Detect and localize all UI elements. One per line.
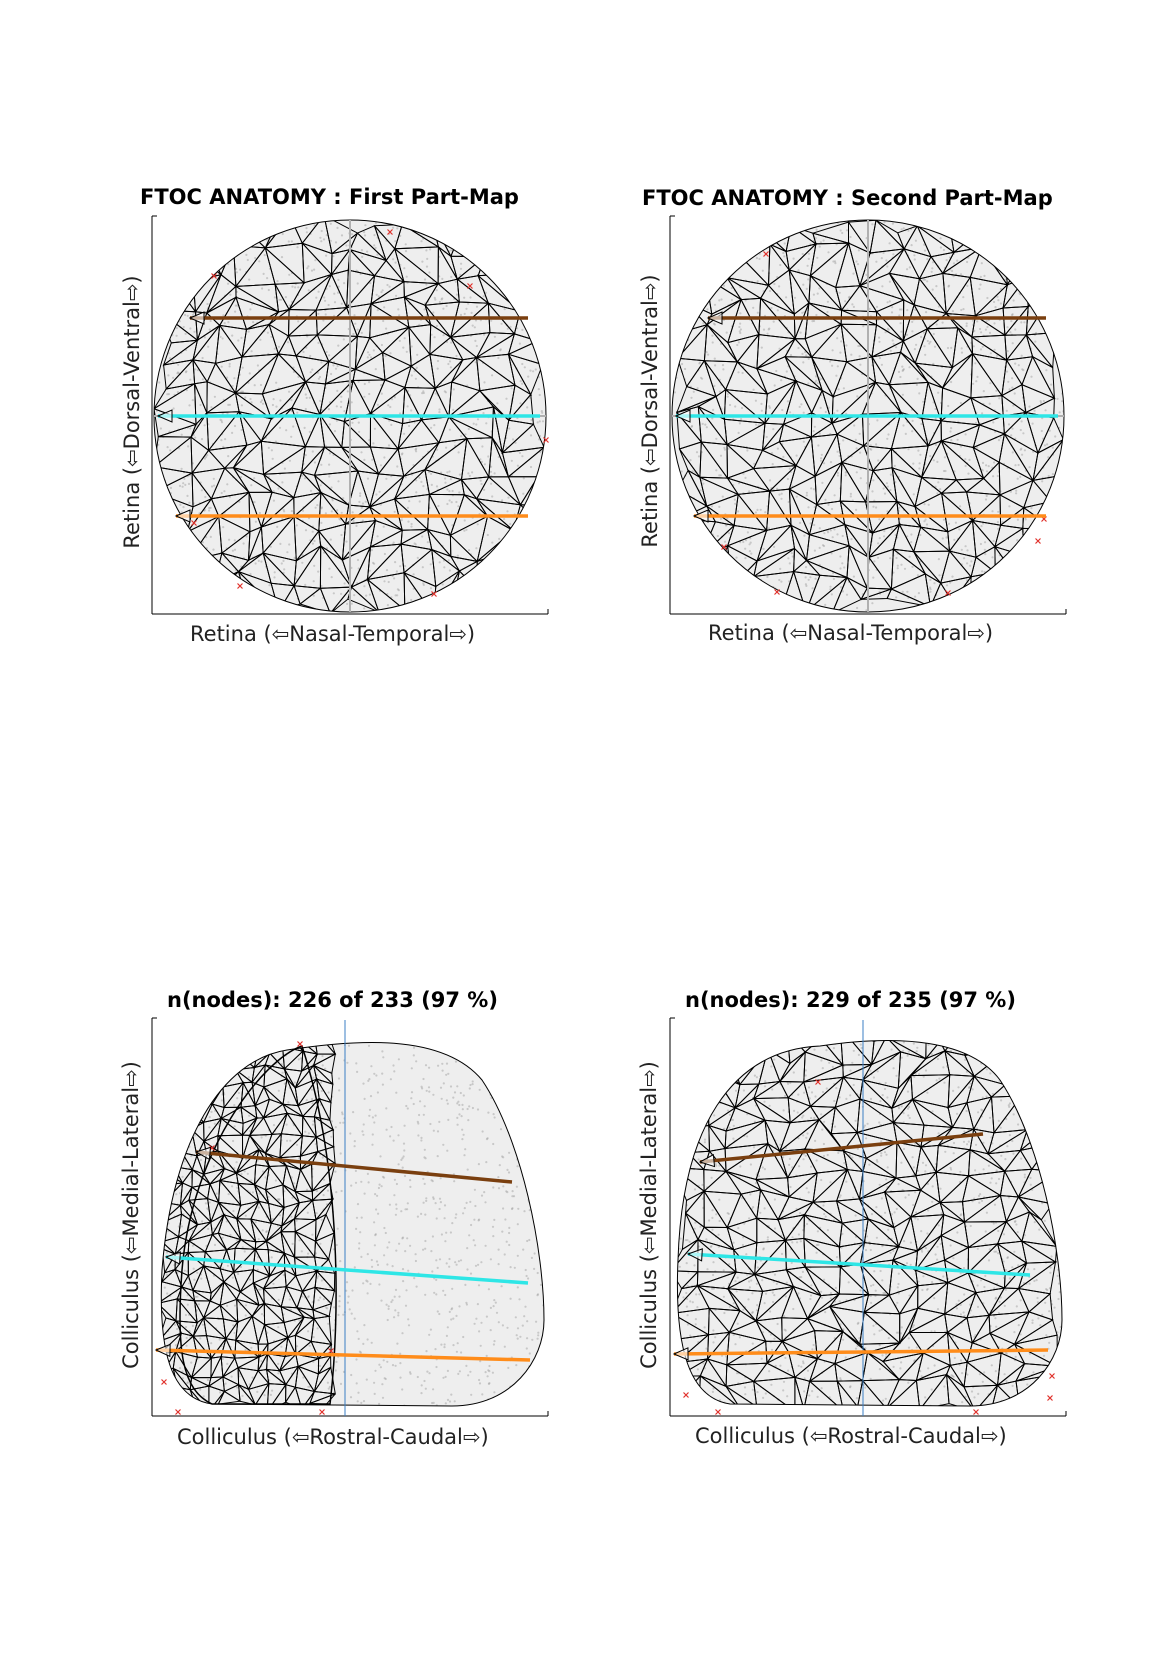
- excluded-node-marker: [945, 590, 951, 596]
- projection-line: [687, 1252, 1031, 1277]
- excluded-node-marker: [683, 1392, 689, 1398]
- excluded-node-marker: [543, 437, 549, 443]
- excluded-node-marker: [1049, 1373, 1055, 1379]
- arrowhead: [706, 311, 723, 325]
- excluded-node-marker: [815, 1079, 821, 1085]
- x-axis-label: Retina (⇦Nasal-Temporal⇨): [190, 622, 476, 646]
- arrowhead: [164, 1251, 181, 1265]
- x-axis-label: Retina (⇦Nasal-Temporal⇨): [708, 621, 994, 645]
- y-axis-label: Retina (⇦Dorsal-Ventral⇨): [638, 274, 662, 548]
- x-axis-label: Colliculus (⇦Rostral-Caudal⇨): [177, 1425, 489, 1449]
- arrowhead: [156, 409, 173, 423]
- triangulation-mesh: [673, 220, 1064, 612]
- triangulation-mesh: [161, 1042, 337, 1407]
- panel-title: n(nodes): 229 of 235 (97 %): [685, 988, 1016, 1012]
- arrowhead: [672, 1347, 689, 1361]
- projection-line: [155, 1348, 531, 1362]
- excluded-node-marker: [191, 520, 197, 526]
- excluded-node-marker: [387, 229, 393, 235]
- projection-line: [165, 1255, 529, 1285]
- region-fill: [161, 1042, 544, 1406]
- arrowhead: [692, 509, 709, 523]
- excluded-node-marker: [211, 273, 217, 279]
- excluded-node-marker: [973, 1409, 979, 1415]
- excluded-node-marker: [1047, 1395, 1053, 1401]
- retina-second-plot: [669, 215, 1067, 615]
- excluded-node-marker: [467, 283, 473, 289]
- excluded-node-marker: [175, 1409, 181, 1415]
- projection-line: [699, 1132, 984, 1164]
- y-axis-label: Colliculus (⇦Medial-Lateral⇨): [637, 1061, 661, 1369]
- excluded-node-markers: [191, 229, 549, 597]
- excluded-node-marker: [319, 1409, 325, 1415]
- arrowhead: [174, 509, 191, 523]
- y-axis-label: Retina (⇦Dorsal-Ventral⇨): [120, 275, 144, 549]
- excluded-node-marker: [297, 1041, 303, 1047]
- retina-first-plot: [151, 215, 549, 615]
- panel-title: n(nodes): 226 of 233 (97 %): [167, 988, 498, 1012]
- projection-line: [673, 1348, 1049, 1356]
- panel-title: FTOC ANATOMY : First Part-Map: [140, 185, 519, 209]
- excluded-node-markers: [683, 1079, 1055, 1415]
- region-fill: [677, 1040, 1062, 1406]
- panel-title: FTOC ANATOMY : Second Part-Map: [642, 186, 1053, 210]
- excluded-node-marker: [721, 544, 727, 550]
- excluded-node-marker: [774, 589, 780, 595]
- arrowhead: [154, 1343, 171, 1358]
- excluded-node-marker: [431, 591, 437, 597]
- arrowhead: [686, 1248, 703, 1262]
- x-axis-label: Colliculus (⇦Rostral-Caudal⇨): [695, 1424, 1007, 1448]
- arrowhead: [194, 1146, 212, 1161]
- excluded-node-marker: [328, 1348, 334, 1354]
- region-outline: [676, 1040, 1063, 1407]
- excluded-node-marker: [715, 1409, 721, 1415]
- excluded-node-marker: [161, 1379, 167, 1385]
- colliculus-first-plot: [151, 1017, 549, 1417]
- region-outline: [160, 1041, 545, 1407]
- arrowhead: [698, 1153, 716, 1168]
- excluded-node-marker: [237, 583, 243, 589]
- submap-outline: [179, 1045, 337, 1405]
- colliculus-second-plot: [669, 1017, 1067, 1417]
- projection-line: [195, 1150, 513, 1184]
- y-axis-label: Colliculus (⇦Medial-Lateral⇨): [119, 1061, 143, 1369]
- excluded-node-marker: [763, 251, 769, 257]
- arrowhead: [674, 409, 691, 423]
- excluded-node-marker: [1035, 538, 1041, 544]
- excluded-node-markers: [161, 1041, 334, 1415]
- arrowhead: [188, 311, 205, 325]
